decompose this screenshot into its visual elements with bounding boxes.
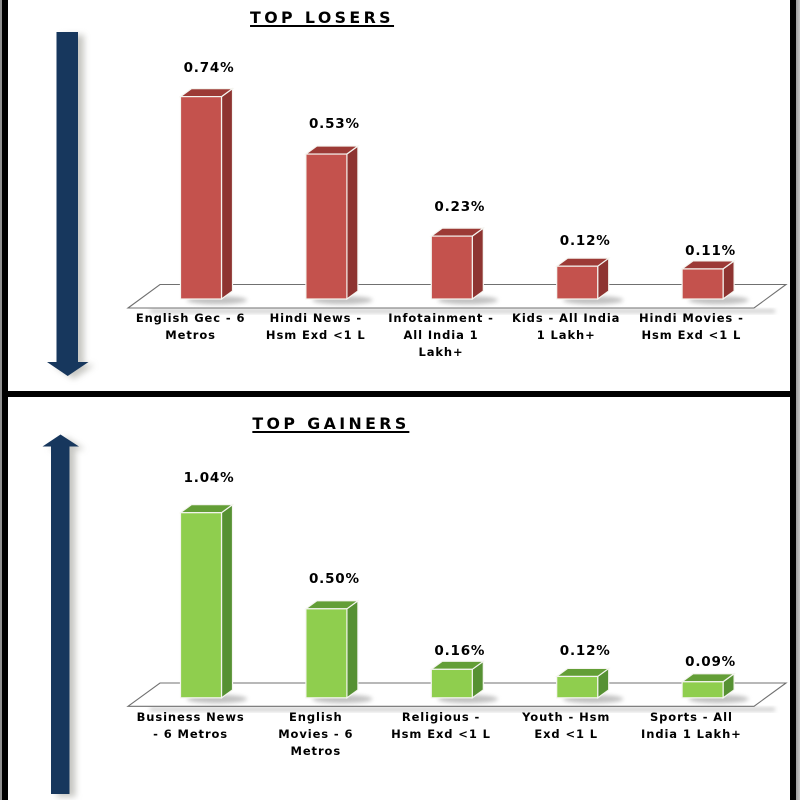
category-label: Hindi News - Hsm Exd <1 L <box>265 311 366 342</box>
value-label: 0.12% <box>559 642 611 659</box>
bar-front-face <box>556 675 599 699</box>
value-label: 0.12% <box>559 233 611 250</box>
frame-shadow-right <box>795 0 800 800</box>
top-gainers-title: TOP GAINERS <box>252 414 410 433</box>
bar-side-face <box>220 87 234 301</box>
category-label: Religious - Hsm Exd <1 L <box>391 709 491 741</box>
bar-english-movies-6-metros <box>304 599 373 704</box>
top-losers-panel-frame <box>1 0 796 394</box>
bar-kids-all-india-1-lakh <box>554 257 624 305</box>
category-label: Hindi Movies - Hsm Exd <1 L <box>639 311 744 342</box>
up-arrow-shape <box>42 434 79 794</box>
value-label: 0.23% <box>434 199 486 216</box>
value-label: 0.74% <box>183 59 235 76</box>
floor-shadow <box>150 707 775 711</box>
bar-hindi-movies-hsm-exd-1-l <box>680 259 749 305</box>
category-label: Sports - All India 1 Lakh+ <box>641 709 742 741</box>
category-label: Youth - Hsm Exd <1 L <box>522 709 611 741</box>
value-label: 0.16% <box>434 643 486 660</box>
value-label: 0.09% <box>685 653 737 670</box>
bar-youth-hsm-exd-1-l <box>554 667 624 704</box>
top-losers-title: TOP LOSERS <box>250 8 394 27</box>
bar-front-face <box>179 512 223 699</box>
bar-side-face <box>346 144 359 301</box>
up-arrow-icon <box>42 434 85 797</box>
category-label: Infotainment - All India 1 Lakh+ <box>388 311 494 359</box>
frame-shadow-left <box>0 0 2 800</box>
bar-front-face <box>305 153 348 300</box>
category-label: English Gec - 6 Metros <box>135 311 246 342</box>
value-label: 0.11% <box>685 242 737 259</box>
bar-front-face <box>681 681 724 699</box>
category-label: Kids - All India 1 Lakh+ <box>512 311 621 342</box>
bar-hindi-news-hsm-exd-1-l <box>304 144 373 305</box>
value-label: 0.50% <box>308 570 360 587</box>
category-label: English Movies - 6 Metros <box>278 709 354 758</box>
value-label: 1.04% <box>183 469 235 486</box>
bar-front-face <box>681 268 724 300</box>
bar-side-face <box>346 599 359 699</box>
bar-front-face <box>556 265 599 300</box>
bar-front-face <box>430 235 473 300</box>
bar-english-gec-6-metros <box>178 87 247 305</box>
bar-side-face <box>471 226 484 301</box>
top-gainers-panel-frame <box>1 393 796 800</box>
value-label: 0.53% <box>308 116 360 133</box>
bar-religious-hsm-exd-1-l <box>429 660 498 704</box>
bar-front-face <box>305 608 348 699</box>
category-label: Business News - 6 Metros <box>136 709 245 741</box>
down-arrow-shape <box>47 32 89 376</box>
floor-shadow <box>150 309 775 313</box>
bar-front-face <box>430 668 473 699</box>
bar-side-face <box>220 503 234 699</box>
down-arrow-icon <box>47 32 95 379</box>
bar-sports-all-india-1-lakh <box>680 672 749 704</box>
bar-infotainment-all-india-1-lakh <box>429 226 498 305</box>
bar-business-news-6-metros <box>178 503 247 704</box>
bar-front-face <box>179 96 223 300</box>
